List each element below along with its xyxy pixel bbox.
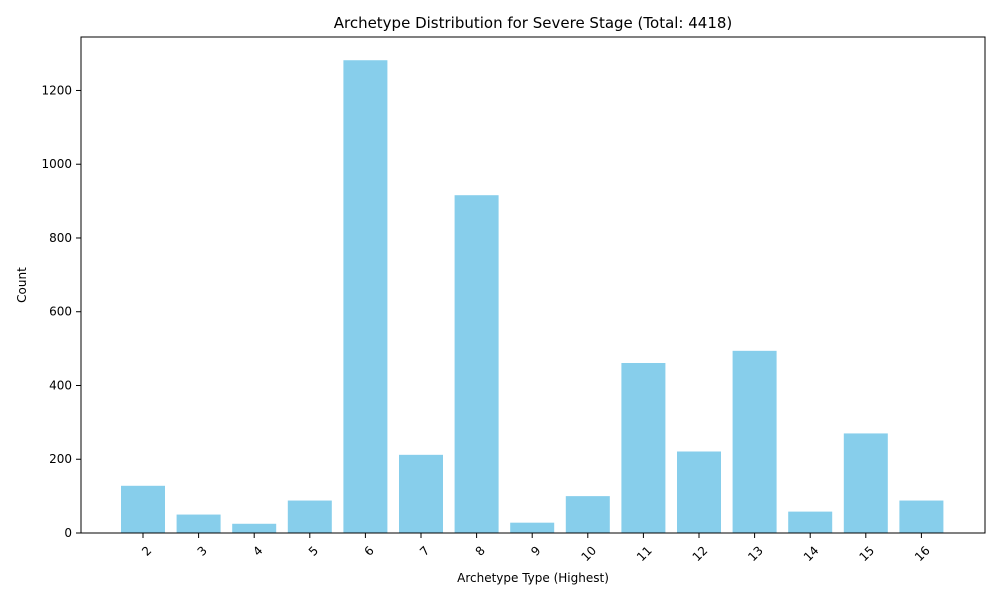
- y-tick-label: 800: [49, 231, 72, 245]
- bar-6: [343, 60, 388, 533]
- x-tick-label: 6: [361, 543, 376, 558]
- x-axis-label: Archetype Type (Highest): [457, 571, 609, 585]
- x-tick-label: 2: [139, 543, 154, 558]
- bar-16: [899, 500, 944, 533]
- x-tick-label: 14: [801, 543, 822, 564]
- x-tick-label: 12: [690, 543, 711, 564]
- bar-11: [621, 362, 666, 533]
- y-tick-label: 1000: [41, 157, 72, 171]
- y-tick-label: 400: [49, 378, 72, 392]
- x-tick-label: 4: [250, 543, 265, 558]
- bar-13: [732, 350, 777, 533]
- y-axis: 0 200 400 600 800 1000 1200: [41, 83, 81, 540]
- bar-3: [176, 514, 221, 533]
- y-tick-label: 1200: [41, 83, 72, 97]
- y-tick-label: 600: [49, 305, 72, 319]
- bar-4: [232, 523, 277, 533]
- plot-frame: [80, 36, 986, 534]
- x-tick-label: 9: [528, 543, 543, 558]
- x-tick-label: 3: [195, 543, 210, 558]
- bar-9: [510, 522, 555, 533]
- bar-5: [287, 500, 332, 533]
- x-tick-label: 11: [634, 543, 655, 564]
- y-tick-label: 200: [49, 452, 72, 466]
- bar-7: [399, 454, 443, 533]
- bar-12: [677, 451, 721, 533]
- x-tick-label: 7: [417, 543, 432, 558]
- x-tick-label: 16: [912, 543, 933, 564]
- x-tick-label: 5: [306, 543, 321, 558]
- bar-8: [454, 195, 499, 533]
- bar-15: [843, 433, 888, 533]
- y-tick-label: 0: [64, 526, 72, 540]
- x-tick-label: 13: [745, 543, 766, 564]
- chart-title: Archetype Distribution for Severe Stage …: [334, 14, 733, 32]
- x-tick-label: 15: [856, 543, 877, 564]
- x-tick-label: 8: [473, 543, 488, 558]
- bar-10: [565, 496, 610, 533]
- y-axis-label: Count: [15, 267, 29, 303]
- x-tick-label: 10: [578, 543, 599, 564]
- bar-2: [121, 485, 165, 533]
- bars-group: [121, 60, 944, 533]
- bar-14: [788, 511, 833, 533]
- x-axis: 2 3 4 5 6 7 8 9 10 11 12 13 14 15 16: [139, 533, 933, 564]
